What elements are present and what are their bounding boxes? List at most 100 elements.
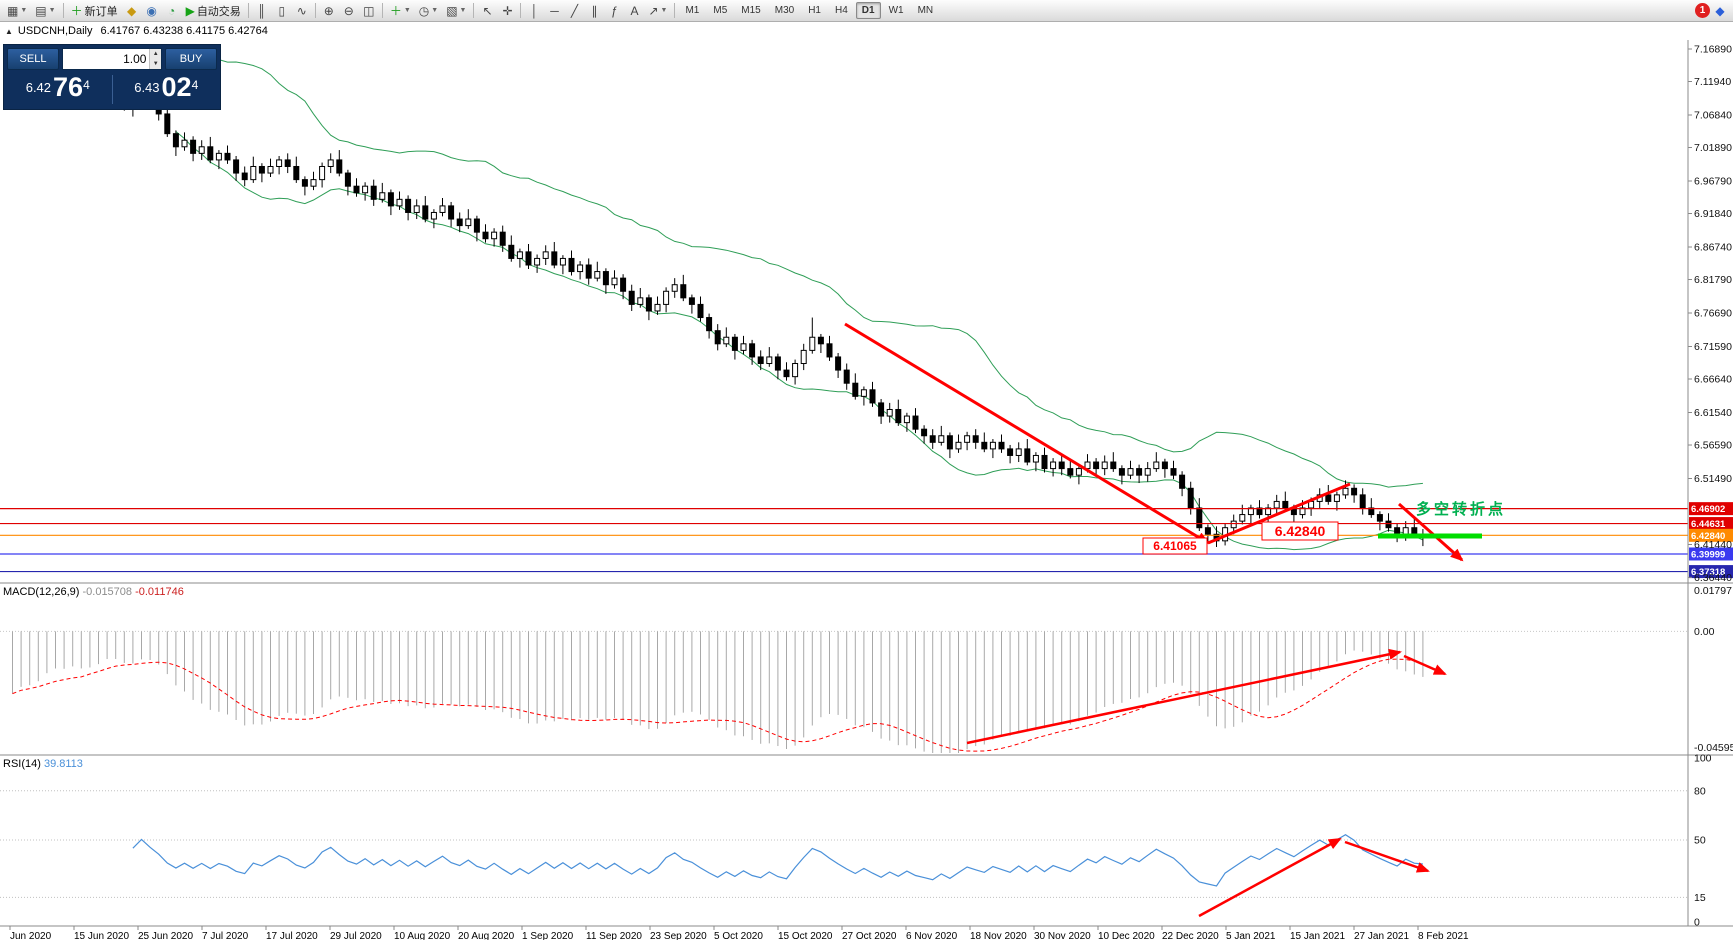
date-label: 1 Sep 2020 bbox=[522, 931, 574, 940]
candle bbox=[1368, 507, 1375, 516]
timeframe-button-W1[interactable]: W1 bbox=[888, 5, 904, 16]
templates-icon[interactable]: ▧ ▼ bbox=[442, 2, 470, 20]
dropdown-arrow-icon[interactable]: ▼ bbox=[20, 7, 28, 14]
date-label: 11 Sep 2020 bbox=[586, 931, 642, 940]
candle bbox=[645, 297, 652, 312]
indicators-icon[interactable]: ＋ ▼ bbox=[386, 2, 415, 20]
volume-spinner[interactable]: ▲ ▼ bbox=[149, 49, 161, 69]
svg-text:0: 0 bbox=[1694, 917, 1700, 929]
dropdown-arrow-icon[interactable]: ▼ bbox=[459, 7, 467, 14]
volume-input[interactable] bbox=[63, 49, 150, 69]
rsi_turn_arrow[interactable] bbox=[1344, 840, 1430, 873]
new-chart-icon: ▦ bbox=[7, 3, 19, 18]
candle bbox=[284, 159, 291, 167]
timeframe-button-M5[interactable]: M5 bbox=[713, 5, 728, 16]
timeframe-button-H1[interactable]: H1 bbox=[808, 5, 821, 16]
macd_turn_arrow[interactable] bbox=[1403, 654, 1447, 676]
channel-icon[interactable]: ∥ bbox=[584, 2, 604, 20]
timeframe-button-D1[interactable]: D1 bbox=[855, 2, 881, 19]
candle bbox=[1032, 454, 1039, 463]
autotrading-button[interactable]: ▶ 自动交易 bbox=[182, 2, 245, 20]
new-chart-icon[interactable]: ▦ ▼ bbox=[3, 2, 31, 20]
price_label_turn[interactable] bbox=[1261, 521, 1339, 541]
volume-down-icon[interactable]: ▼ bbox=[150, 59, 161, 69]
date-label: 17 Jul 2020 bbox=[266, 931, 318, 940]
timeframe-button-MN[interactable]: MN bbox=[917, 5, 934, 16]
candlestick-chart-icon[interactable]: ▯ bbox=[272, 2, 292, 20]
tile-windows-icon[interactable]: ◫ bbox=[359, 2, 379, 20]
notification-badge[interactable]: 1 bbox=[1695, 3, 1710, 18]
timeframe-button-H4[interactable]: H4 bbox=[834, 5, 848, 16]
buy-button[interactable]: BUY bbox=[165, 48, 217, 70]
annotations: 6.41065 6.42840 多空转折点 bbox=[844, 322, 1506, 918]
timeframe-button-M1[interactable]: M1 bbox=[685, 5, 700, 16]
periods-icon: ◷ bbox=[418, 3, 430, 18]
candle bbox=[172, 133, 179, 148]
candle bbox=[843, 369, 850, 384]
candle bbox=[611, 277, 618, 286]
rsi_rise_arrow[interactable] bbox=[1198, 837, 1342, 918]
metaeditor-icon[interactable]: ◆ bbox=[122, 2, 142, 20]
market-icon[interactable]: ◉ bbox=[142, 2, 162, 20]
buy-price[interactable]: 6.43 02 4 bbox=[113, 74, 221, 102]
timeframe-button-M30[interactable]: M30 bbox=[774, 5, 795, 16]
new-order-button[interactable]: ＋新订单 bbox=[67, 2, 122, 20]
cursor-icon[interactable]: ↖ bbox=[477, 2, 497, 20]
macd_rise_arrow[interactable] bbox=[966, 648, 1402, 745]
periods-icon[interactable]: ◷ ▼ bbox=[415, 2, 442, 20]
date-label: 27 Jan 2021 bbox=[1354, 931, 1409, 940]
candle bbox=[594, 271, 601, 279]
macd-label: MACD(12,26,9) -0.015708 -0.011746 bbox=[3, 586, 184, 598]
turning_point_text[interactable]: 多空转折点 bbox=[1416, 500, 1506, 518]
sell-button[interactable]: SELL bbox=[7, 48, 59, 70]
sell-price[interactable]: 6.42 76 4 bbox=[4, 74, 112, 102]
candle bbox=[164, 113, 171, 135]
trend_down_arrow[interactable] bbox=[844, 322, 1210, 545]
dropdown-arrow-icon[interactable]: ▼ bbox=[403, 7, 411, 14]
candle bbox=[207, 146, 214, 161]
text-icon[interactable]: A bbox=[624, 2, 644, 20]
arrows-icon[interactable]: ↗ ▼ bbox=[644, 2, 671, 20]
new-order-button: ＋ bbox=[70, 3, 83, 18]
fibonacci-icon[interactable]: ƒ bbox=[604, 2, 624, 20]
trendline-icon[interactable]: ╱ bbox=[564, 2, 584, 20]
candle bbox=[955, 441, 962, 450]
line-chart-icon[interactable]: ∿ bbox=[292, 2, 312, 20]
trendline-icon: ╱ bbox=[570, 3, 579, 18]
vertical-line-icon[interactable]: │ bbox=[524, 2, 544, 20]
community-icon[interactable]: ◆ bbox=[1710, 2, 1730, 20]
candle bbox=[800, 349, 807, 365]
dropdown-arrow-icon[interactable]: ▼ bbox=[431, 7, 439, 14]
horizontal-line-icon[interactable]: ─ bbox=[544, 2, 564, 20]
dropdown-arrow-icon[interactable]: ▼ bbox=[660, 7, 668, 14]
date-label: 15 Oct 2020 bbox=[778, 931, 833, 940]
candle bbox=[1050, 461, 1057, 470]
rebound_line[interactable] bbox=[1207, 482, 1351, 545]
vertical-line-icon: │ bbox=[530, 3, 539, 18]
volume-up-icon[interactable]: ▲ bbox=[150, 49, 161, 59]
candle bbox=[1282, 500, 1289, 509]
bar-chart-icon[interactable]: ║ bbox=[252, 2, 272, 20]
candle bbox=[921, 428, 928, 437]
profiles-icon[interactable]: ▤ ▼ bbox=[31, 2, 59, 20]
price-chart[interactable]: MACD(12,26,9) -0.015708 -0.011746 RSI(14)… bbox=[0, 40, 1733, 940]
candle bbox=[396, 198, 403, 207]
candle bbox=[430, 211, 437, 220]
candle bbox=[895, 408, 902, 424]
timeframe-button-M15[interactable]: M15 bbox=[741, 5, 761, 16]
tester-icon[interactable]: ◔ bbox=[162, 2, 182, 20]
volume-field[interactable]: ▲ ▼ bbox=[62, 48, 162, 70]
line-chart-icon: ∿ bbox=[296, 3, 307, 18]
crosshair-icon[interactable]: ✛ bbox=[497, 2, 517, 20]
candle bbox=[774, 356, 781, 371]
price_label_low[interactable] bbox=[1142, 537, 1208, 555]
one-click-trading-panel: SELL ▲ ▼ BUY 6.42 76 4 6.43 02 4 bbox=[3, 44, 221, 110]
turn_down_arrow[interactable] bbox=[1398, 502, 1464, 562]
zoom-in-icon[interactable]: ⊕ bbox=[319, 2, 339, 20]
svg-text:6.66640: 6.66640 bbox=[1694, 374, 1732, 386]
svg-text:7.01890: 7.01890 bbox=[1694, 142, 1732, 154]
dropdown-arrow-icon[interactable]: ▼ bbox=[48, 7, 56, 14]
zoom-out-icon[interactable]: ⊖ bbox=[339, 2, 359, 20]
date-label: 8 Feb 2021 bbox=[1418, 931, 1469, 940]
date-label: 10 Dec 2020 bbox=[1098, 931, 1155, 940]
